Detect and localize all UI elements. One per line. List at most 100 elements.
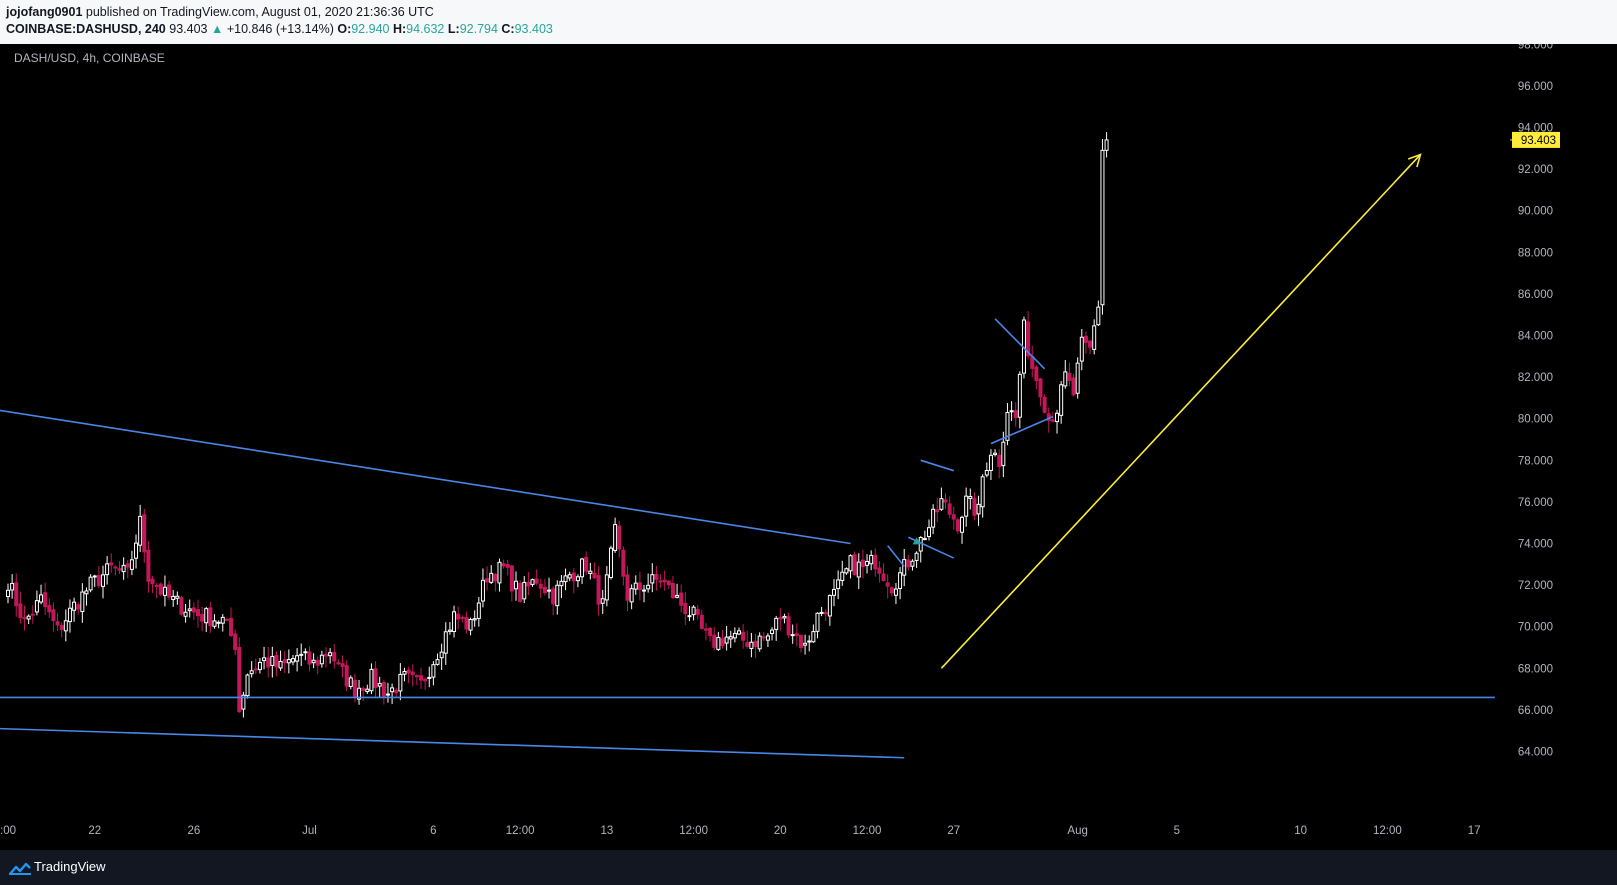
candle-body: [658, 580, 663, 583]
x-tick-label: 6: [430, 825, 436, 837]
candle-body: [43, 592, 48, 608]
candle-body: [798, 634, 803, 649]
candle-body: [732, 632, 737, 639]
candle-body: [191, 607, 196, 613]
candle-body: [1034, 366, 1039, 382]
candle-body: [720, 638, 725, 646]
candle-body: [410, 671, 415, 676]
candle-body: [88, 576, 93, 591]
candle-body: [1001, 441, 1006, 467]
trendline: [887, 545, 905, 567]
candle-body: [439, 651, 444, 659]
candle-body: [637, 582, 642, 591]
candle-body: [567, 574, 572, 579]
candle-body: [84, 590, 89, 595]
candle-body: [361, 687, 366, 691]
candle-body: [167, 584, 172, 598]
candle-body: [827, 595, 832, 617]
candle-body: [555, 584, 560, 607]
y-tick-label: 98.000: [1518, 44, 1553, 51]
x-tick-label: 5: [1174, 825, 1180, 837]
candle-body: [340, 663, 345, 667]
footer-brand[interactable]: TradingView: [34, 859, 106, 874]
candle-body: [1071, 377, 1076, 396]
y-tick-label: 88.000: [1518, 247, 1553, 259]
x-tick-label: 20: [774, 825, 787, 837]
candle-body: [914, 552, 919, 561]
candle-body: [613, 524, 618, 551]
candle-body: [964, 495, 969, 517]
candle-body: [266, 657, 271, 668]
candle-body: [390, 687, 395, 693]
y-tick-label: 70.000: [1518, 622, 1553, 634]
candle-body: [1063, 371, 1068, 387]
candle-body: [253, 668, 258, 671]
publish-info: jojofang0901 published on TradingView.co…: [6, 5, 434, 19]
high-label: H:: [392, 22, 407, 36]
candle-body: [72, 601, 77, 611]
candle-body: [794, 633, 799, 637]
candle-body: [299, 653, 304, 656]
candle-body: [860, 559, 865, 568]
y-tick-label: 68.000: [1518, 663, 1553, 675]
candle-body: [129, 559, 134, 570]
symbol-label: COINBASE:DASHUSD, 240: [6, 22, 166, 36]
candle-body: [423, 678, 428, 682]
candle-body: [76, 604, 81, 610]
candle-body: [216, 621, 221, 624]
candle-body: [348, 677, 353, 688]
candle-body: [988, 454, 993, 471]
candle-body: [1092, 325, 1097, 350]
candle-body: [765, 635, 770, 641]
candle-body: [435, 659, 440, 665]
candle-body: [179, 597, 184, 615]
candle-body: [960, 516, 965, 533]
candle-body: [621, 549, 626, 577]
candle-body: [6, 589, 10, 598]
candle-body: [55, 621, 60, 626]
candle-body: [489, 572, 494, 583]
low-label: L:: [447, 22, 460, 36]
candle-body: [154, 584, 159, 587]
candle-body: [224, 618, 229, 621]
candle-body: [712, 634, 717, 648]
candle-body: [456, 613, 461, 620]
candle-body: [571, 572, 576, 582]
candle-body: [951, 514, 956, 520]
candle-body: [1079, 336, 1084, 362]
candle-body: [976, 503, 981, 515]
candle-body: [241, 694, 246, 710]
author-name[interactable]: jojofang0901: [6, 5, 83, 19]
y-tick-label: 84.000: [1518, 331, 1553, 343]
candle-body: [480, 579, 485, 602]
candle-body: [869, 554, 874, 565]
candle-body: [109, 562, 114, 566]
candle-body: [666, 580, 671, 586]
candle-body: [1059, 384, 1064, 416]
candle-body: [803, 642, 808, 646]
candle-body: [716, 637, 721, 650]
x-tick-label: Jul: [302, 825, 317, 837]
candle-body: [394, 689, 399, 694]
low-value: 92.794: [459, 22, 498, 36]
candle-body: [419, 675, 423, 681]
candle-body: [852, 554, 857, 576]
candle-body: [1075, 362, 1080, 394]
candle-body: [96, 575, 101, 587]
candle-body: [59, 624, 64, 630]
tradingview-cloud-icon[interactable]: [8, 861, 32, 875]
x-tick-label: Aug: [1067, 825, 1087, 837]
candle-body: [385, 693, 390, 696]
candle-body: [745, 642, 750, 647]
candle-body: [493, 573, 498, 582]
candle-body: [708, 627, 713, 637]
time-axis[interactable]: :00 22 26 Jul 6 12:00 13 12:00 20 12:00 27 Aug 5 10 12…: [0, 825, 1481, 837]
price-chart[interactable]: DASH/USD, 4h, COINBASE 98.000 96.000 94.00…: [0, 44, 1617, 850]
candle-body: [642, 589, 647, 592]
projection-arrow: [940, 153, 1422, 669]
y-tick-label: 64.000: [1518, 747, 1553, 759]
y-tick-label: 78.000: [1518, 455, 1553, 467]
candle-body: [877, 567, 882, 574]
candle-body: [600, 598, 605, 604]
price-axis[interactable]: 98.000 96.000 94.000 92.000 90.000 88.000 86.0…: [1510, 44, 1560, 759]
